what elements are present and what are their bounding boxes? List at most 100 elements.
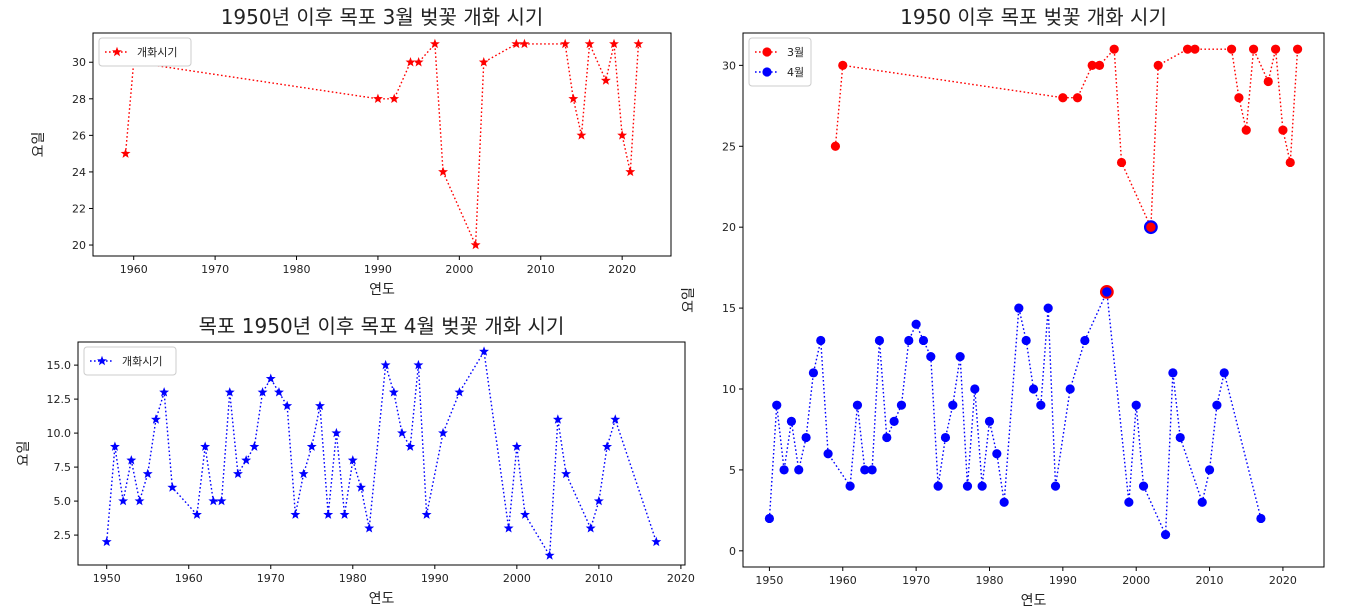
combined-data-point xyxy=(1087,60,1097,70)
march-data-point xyxy=(470,239,481,250)
april-data-point xyxy=(651,536,662,547)
april-x-tick-label: 1960 xyxy=(175,572,203,585)
march-data-point xyxy=(600,75,611,85)
combined-data-point xyxy=(1175,432,1185,443)
april-data-point xyxy=(347,455,358,465)
combined-data-point xyxy=(823,449,833,459)
april-y-tick-label: 15.0 xyxy=(47,359,72,372)
combined-data-point xyxy=(1124,497,1134,507)
combined-series-line xyxy=(768,289,1262,535)
combined-x-tick-label: 2010 xyxy=(1196,574,1224,587)
combined-chart-panel: 1950 이후 목포 벚꽃 개화 시기 1950 1960 1970 1980 1990 2… xyxy=(681,5,1325,609)
combined-data-point xyxy=(1050,481,1061,491)
combined-legend-marker xyxy=(762,67,772,77)
combined-data-point xyxy=(1065,384,1075,394)
march-x-tick-label: 1980 xyxy=(283,263,311,276)
combined-data-point xyxy=(1234,93,1244,103)
combined-data-point xyxy=(1036,400,1046,410)
april-data-point xyxy=(397,427,407,438)
march-y-tick-label: 20 xyxy=(72,239,86,252)
combined-y-tick-label: 5 xyxy=(729,464,736,477)
combined-data-point xyxy=(1080,335,1090,346)
combined-x-tick-label: 1950 xyxy=(755,574,783,587)
combined-x-axis-label: 연도 xyxy=(1021,593,1047,609)
combined-data-point xyxy=(882,432,892,443)
combined-data-point xyxy=(808,368,819,378)
combined-data-point xyxy=(1226,44,1237,54)
april-x-tick-label: 2000 xyxy=(503,572,531,585)
combined-data-point xyxy=(889,416,899,426)
combined-data-point xyxy=(1094,60,1105,70)
april-data-point xyxy=(306,441,317,451)
april-data-point xyxy=(421,509,432,519)
april-data-point xyxy=(282,400,293,411)
march-data-point xyxy=(633,38,644,49)
combined-data-point xyxy=(1021,335,1031,346)
april-data-point xyxy=(331,427,342,438)
march-plot-area xyxy=(92,32,672,257)
april-data-point xyxy=(405,441,416,451)
april-y-axis-label: 요일 xyxy=(16,441,32,467)
april-data-point xyxy=(200,441,211,451)
march-data-point xyxy=(576,130,587,140)
combined-y-tick-label: 20 xyxy=(722,221,736,234)
march-y-tick-label: 24 xyxy=(72,166,86,179)
april-data-point xyxy=(118,495,129,506)
april-legend-label: 개화시기 xyxy=(122,355,162,368)
april-data-point xyxy=(109,441,120,451)
combined-data-point xyxy=(948,400,958,410)
combined-data-point xyxy=(1285,157,1295,168)
april-x-tick-label: 2020 xyxy=(667,572,695,585)
combined-data-point xyxy=(1058,93,1068,103)
april-data-point xyxy=(380,359,391,370)
march-chart-panel: 1950년 이후 목포 3월 벚꽃 개화 시기 1960 1970 1980 1990 2… xyxy=(31,5,672,298)
march-data-point xyxy=(625,166,636,177)
combined-x-tick-label: 1970 xyxy=(902,574,930,587)
april-data-point xyxy=(274,387,284,397)
april-data-point xyxy=(134,495,145,506)
march-x-tick-label: 1960 xyxy=(120,263,148,276)
april-data-point xyxy=(298,468,309,479)
april-data-point xyxy=(323,509,334,519)
april-data-point xyxy=(413,359,424,370)
april-legend: 개화시기 xyxy=(83,346,177,376)
march-series-0 xyxy=(120,38,644,250)
combined-data-point xyxy=(977,481,987,491)
combined-data-point xyxy=(1197,497,1207,507)
april-data-point xyxy=(364,523,375,533)
april-data-point xyxy=(101,536,112,547)
combined-data-point xyxy=(1043,303,1053,313)
april-data-point xyxy=(388,387,399,397)
combined-data-point xyxy=(962,481,973,491)
march-y-axis-label: 요일 xyxy=(31,132,47,158)
combined-data-point xyxy=(955,352,965,362)
march-x-tick-label: 2010 xyxy=(527,263,555,276)
combined-legend-marker xyxy=(762,47,772,57)
april-y-tick-label: 2.5 xyxy=(54,529,72,542)
combined-data-point xyxy=(786,416,797,426)
march-chart-title: 1950년 이후 목포 3월 벚꽃 개화 시기 xyxy=(221,5,544,29)
march-data-point xyxy=(120,148,131,158)
march-x-axis-label: 연도 xyxy=(369,282,395,298)
combined-data-point xyxy=(801,432,811,443)
april-data-point xyxy=(454,387,465,397)
april-chart-panel: 목포 1950년 이후 목포 4월 벚꽃 개화 시기 1950 1960 1970 19… xyxy=(16,314,695,607)
april-legend-marker xyxy=(97,355,107,366)
combined-data-point xyxy=(772,400,782,410)
april-data-point xyxy=(438,427,448,438)
combined-legend-label: 3월 xyxy=(787,46,804,59)
combined-data-point xyxy=(1138,481,1149,491)
combined-highlight-point xyxy=(1143,220,1158,235)
combined-legend-label: 4월 xyxy=(787,66,804,79)
april-data-point xyxy=(593,495,604,506)
combined-data-point xyxy=(845,481,855,491)
march-y-tick-label: 30 xyxy=(72,56,86,69)
april-data-point xyxy=(216,495,227,506)
march-y-tick-label: 26 xyxy=(72,129,86,142)
combined-x-tick-label: 1960 xyxy=(829,574,857,587)
combined-data-point xyxy=(999,497,1009,507)
combined-data-point xyxy=(860,465,870,475)
april-chart-title: 목포 1950년 이후 목포 4월 벚꽃 개화 시기 xyxy=(199,314,565,338)
combined-data-point xyxy=(1270,44,1281,54)
